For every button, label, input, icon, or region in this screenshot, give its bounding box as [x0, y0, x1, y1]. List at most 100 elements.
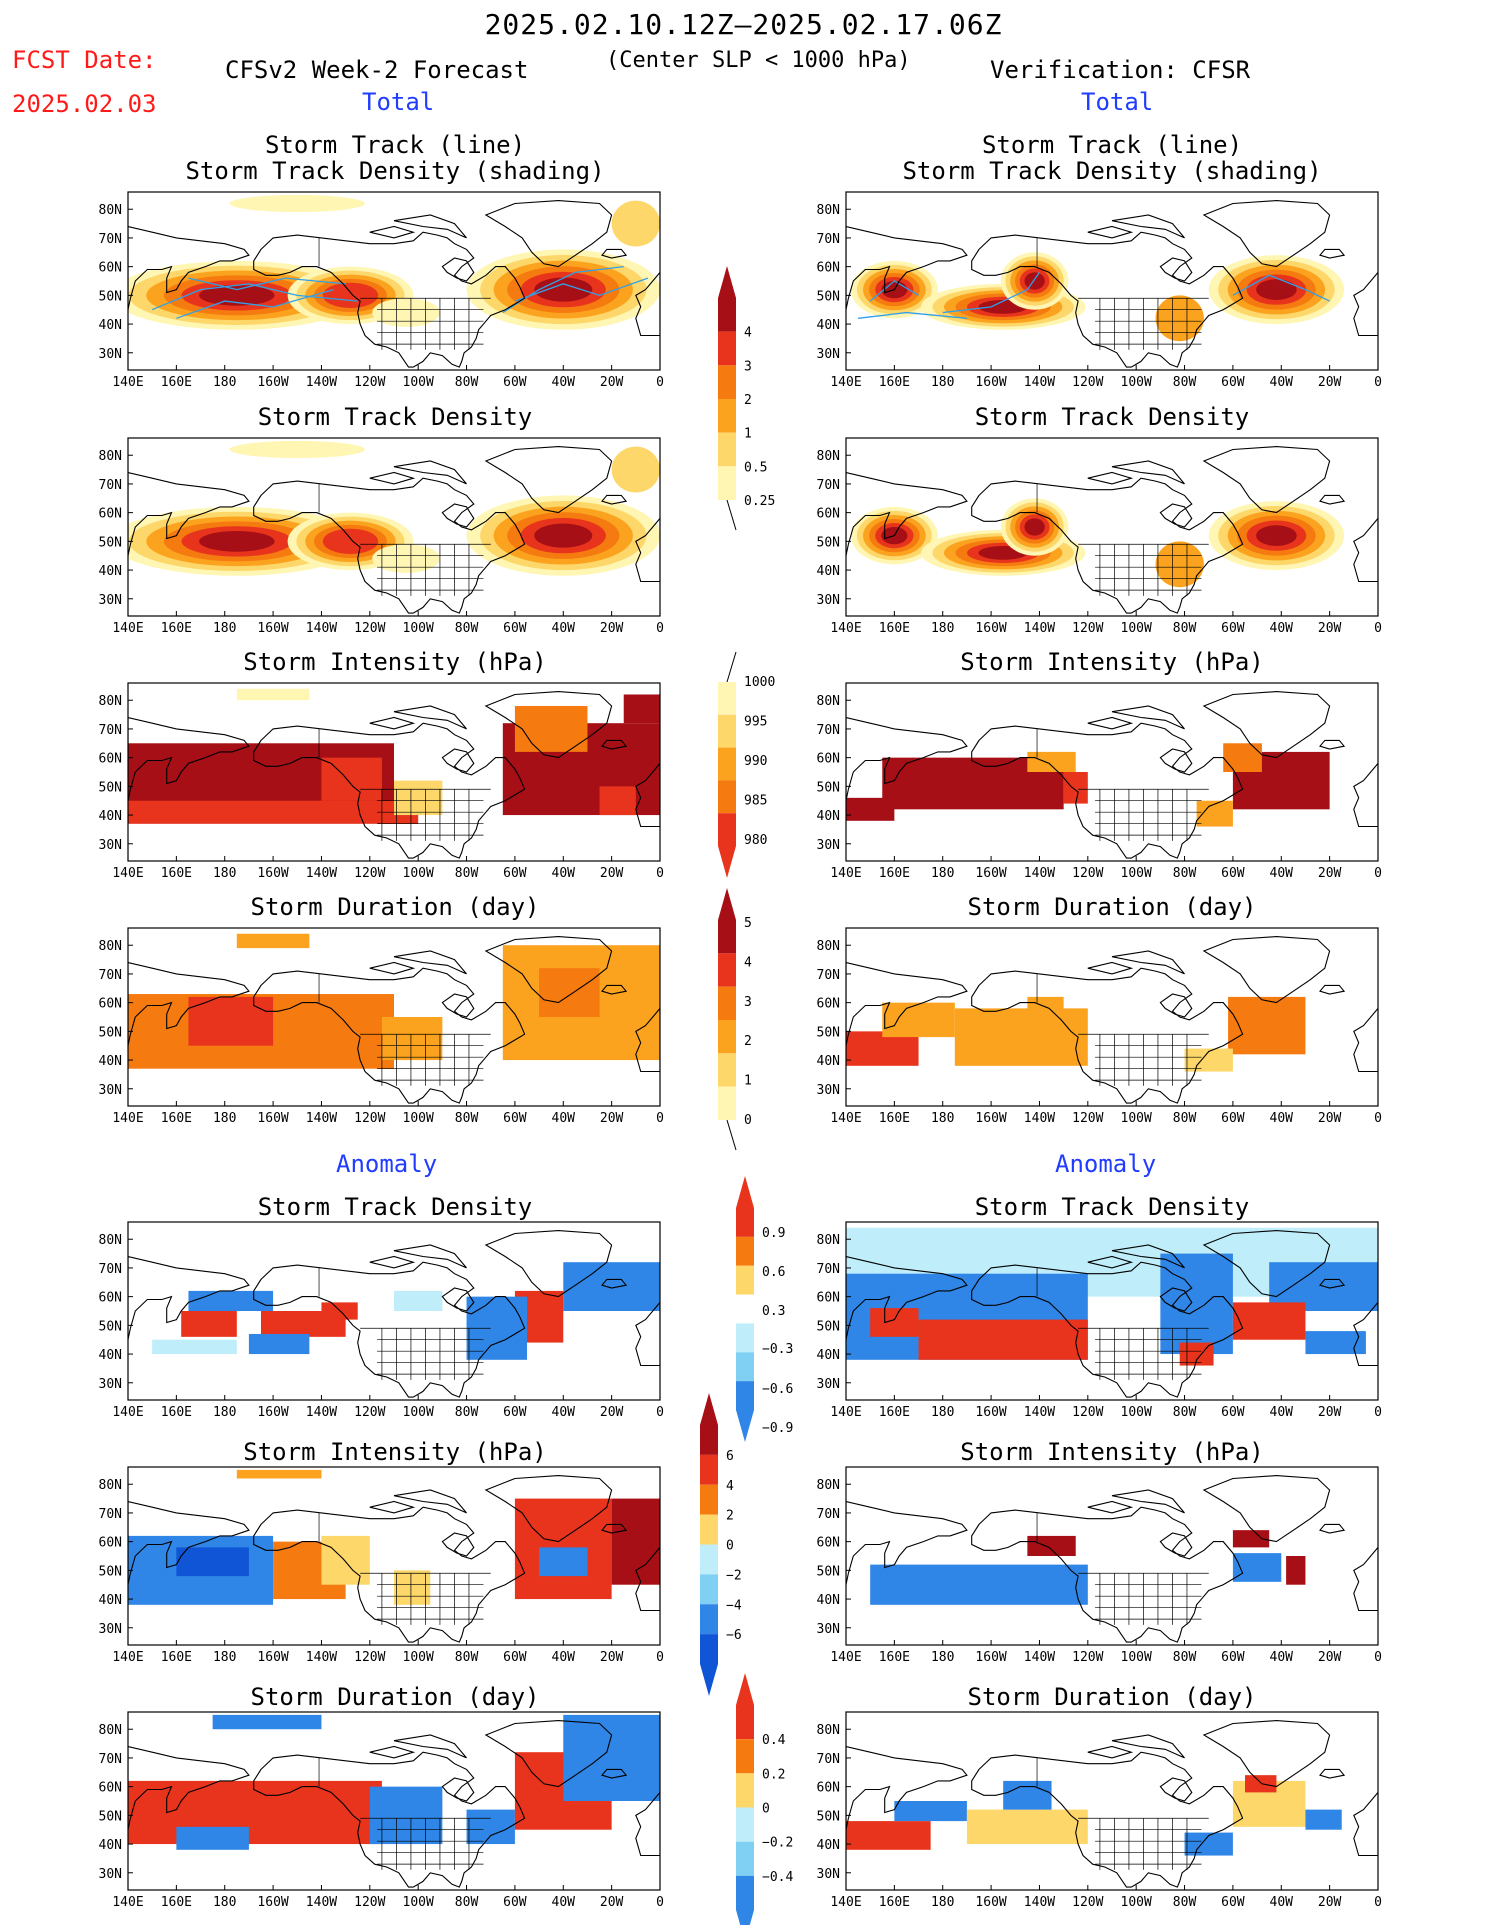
- lon-tick-label: 20W: [600, 866, 624, 881]
- lon-tick-label: 140E: [830, 1111, 861, 1126]
- lat-tick-label: 80N: [99, 1233, 122, 1248]
- lon-tick-label: 20W: [1318, 866, 1342, 881]
- lon-tick-label: 140W: [1024, 866, 1055, 881]
- colorbar-duration-anom: 0.4 0.2 0 −0.2 −0.4: [736, 1673, 793, 1925]
- colorbar-label: 2: [726, 1509, 734, 1524]
- shading-layer: [846, 743, 1330, 827]
- coastlines: [128, 936, 660, 1104]
- map-panel-left-5: 80N 70N 60N 50N 40N 30N 140E 160E 180 160W 140W 120…: [99, 1466, 664, 1665]
- lon-tick-label: 140E: [830, 866, 861, 881]
- lon-tick-label: 40W: [552, 866, 576, 881]
- lat-tick-label: 40N: [817, 564, 840, 579]
- lon-tick-label: 60W: [503, 1405, 527, 1420]
- colorbar-label: −2: [726, 1568, 742, 1583]
- lon-tick-label: 180: [213, 866, 236, 881]
- lon-tick-label: 40W: [1270, 1111, 1294, 1126]
- map-panel-right-4: 80N 70N 60N 50N 40N 30N 140E 160E 180 160W 140W 120…: [817, 1221, 1382, 1420]
- title-duration-right: Storm Duration (day): [967, 893, 1257, 921]
- lat-tick-label: 80N: [99, 694, 122, 709]
- map-panel-left-6: 80N 70N 60N 50N 40N 30N 140E 160E 180 160W 140W 120…: [99, 1711, 664, 1910]
- lon-tick-label: 100W: [403, 1895, 434, 1910]
- lon-tick-label: 40W: [552, 375, 576, 390]
- lon-tick-label: 80W: [1173, 1650, 1197, 1665]
- lon-tick-label: 140E: [112, 1650, 143, 1665]
- lat-tick-label: 80N: [99, 1723, 122, 1738]
- lon-tick-label: 160W: [975, 1650, 1006, 1665]
- lon-tick-label: 20W: [600, 375, 624, 390]
- lat-tick-label: 80N: [99, 1478, 122, 1493]
- lon-tick-label: 120W: [354, 1405, 385, 1420]
- storm-track-lines: [858, 272, 1330, 319]
- colorbar-label: 0.4: [762, 1733, 786, 1748]
- lon-tick-label: 100W: [403, 1650, 434, 1665]
- lon-tick-label: 160W: [257, 1405, 288, 1420]
- colorbar-label: −0.9: [762, 1421, 793, 1436]
- shading-layer: [152, 1262, 660, 1360]
- lon-tick-label: 20W: [600, 1650, 624, 1665]
- title-track-line-left: Storm Track (line): [264, 131, 526, 159]
- right-total-label: Total: [1081, 88, 1154, 116]
- left-anomaly-label: Anomaly: [336, 1150, 438, 1178]
- lat-tick-label: 40N: [817, 318, 840, 333]
- colorbar-label: −0.4: [762, 1870, 793, 1885]
- lon-tick-label: 80W: [1173, 621, 1197, 636]
- lon-tick-label: 80W: [1173, 1895, 1197, 1910]
- lon-tick-label: 140E: [112, 866, 143, 881]
- lon-tick-label: 80W: [455, 866, 479, 881]
- map-panel-left-1: 80N 70N 60N 50N 40N 30N 140E 160E 180 160W 140W 120…: [99, 437, 664, 636]
- lon-tick-label: 100W: [403, 621, 434, 636]
- lon-tick-label: 180: [213, 1650, 236, 1665]
- colorbar-density-total: 4 3 2 1 0.5 0.25: [718, 266, 775, 531]
- lat-tick-label: 30N: [99, 1377, 122, 1392]
- map-panel-right-5: 80N 70N 60N 50N 40N 30N 140E 160E 180 160W 140W 120…: [817, 1466, 1382, 1665]
- lat-tick-label: 70N: [817, 723, 840, 738]
- lon-tick-label: 160E: [879, 866, 910, 881]
- lat-tick-label: 60N: [99, 261, 122, 276]
- lon-tick-label: 180: [213, 621, 236, 636]
- lon-tick-label: 0: [656, 1111, 664, 1126]
- lon-tick-label: 40W: [552, 621, 576, 636]
- lat-tick-label: 60N: [99, 507, 122, 522]
- lon-tick-label: 100W: [1121, 621, 1152, 636]
- colorbar-label: 995: [744, 715, 767, 730]
- lat-tick-label: 70N: [817, 478, 840, 493]
- lon-tick-label: 100W: [1121, 1895, 1152, 1910]
- lat-tick-label: 50N: [99, 1809, 122, 1824]
- lon-tick-label: 140W: [306, 866, 337, 881]
- lon-tick-label: 140W: [306, 1405, 337, 1420]
- colorbar-label: 1: [744, 1074, 752, 1089]
- shading-layer: [870, 1530, 1306, 1605]
- colorbar-label: −0.2: [762, 1836, 793, 1851]
- lon-tick-label: 20W: [1318, 1405, 1342, 1420]
- lon-tick-label: 60W: [1221, 1405, 1245, 1420]
- colorbar-label: 990: [744, 754, 767, 769]
- lon-tick-label: 0: [656, 1650, 664, 1665]
- colorbar-label: 980: [744, 833, 767, 848]
- left-total-label: Total: [362, 88, 435, 116]
- lon-tick-label: 140E: [112, 1895, 143, 1910]
- lon-tick-label: 100W: [1121, 1405, 1152, 1420]
- lon-tick-label: 60W: [1221, 621, 1245, 636]
- lat-tick-label: 50N: [817, 289, 840, 304]
- lon-tick-label: 80W: [455, 1405, 479, 1420]
- lat-tick-label: 70N: [817, 1752, 840, 1767]
- lat-tick-label: 40N: [99, 1838, 122, 1853]
- title-track-shading-right: Storm Track Density (shading): [902, 157, 1322, 185]
- lon-tick-label: 120W: [354, 375, 385, 390]
- lon-tick-label: 40W: [552, 1650, 576, 1665]
- lat-tick-label: 30N: [817, 838, 840, 853]
- colorbar-label: 0.3: [762, 1304, 785, 1319]
- lon-tick-label: 40W: [552, 1405, 576, 1420]
- lon-tick-label: 160E: [879, 621, 910, 636]
- colorbar-label: −0.3: [762, 1342, 793, 1357]
- title-anom-duration-right: Storm Duration (day): [967, 1683, 1257, 1711]
- shading-layer: [128, 688, 660, 824]
- lon-tick-label: 120W: [1072, 375, 1103, 390]
- lon-tick-label: 80W: [455, 375, 479, 390]
- lon-tick-label: 160E: [161, 1650, 192, 1665]
- coastlines: [846, 1720, 1378, 1888]
- title-anom-intensity-left: Storm Intensity (hPa): [243, 1438, 547, 1466]
- lat-tick-label: 80N: [817, 939, 840, 954]
- shading-layer: [128, 1714, 660, 1850]
- lat-tick-label: 80N: [817, 203, 840, 218]
